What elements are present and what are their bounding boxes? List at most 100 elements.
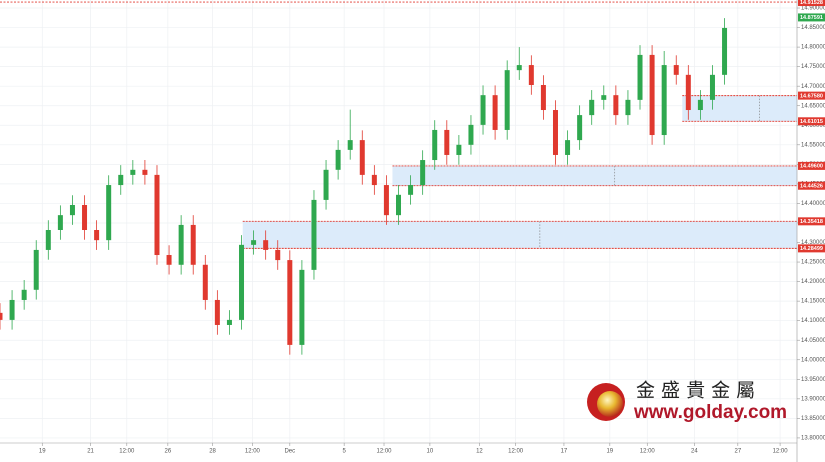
x-tick-label: 19: [39, 449, 46, 455]
y-tick-label: 14.10000: [801, 318, 825, 324]
candle-body: [697, 99, 703, 111]
x-tick-label: 12:00: [640, 449, 656, 455]
price-tag: [798, 217, 825, 226]
price-tag: [798, 0, 825, 7]
candle-body: [275, 249, 281, 261]
candle-body: [504, 70, 510, 130]
x-tick-label: 19: [606, 449, 613, 455]
candle-body: [226, 319, 232, 325]
price-tag-label: 14.35418: [800, 219, 823, 225]
x-tick-label: 12:00: [773, 449, 789, 455]
candle-body: [480, 95, 486, 125]
y-tick-label: 14.55000: [801, 142, 825, 148]
price-tag-label: 14.67580: [800, 93, 823, 99]
y-tick-label: 14.25000: [801, 260, 825, 266]
y-tick-label: 14.60000: [801, 123, 825, 129]
candle-body: [444, 129, 450, 155]
candle-body: [408, 185, 414, 195]
candle-body: [528, 65, 534, 86]
candle-body: [82, 204, 88, 231]
x-tick-label: 17: [561, 449, 568, 455]
x-tick-label: 12:00: [377, 449, 393, 455]
candle-body: [396, 194, 401, 216]
price-tag: [798, 181, 825, 190]
candle-body: [347, 140, 353, 150]
candle-body: [299, 269, 305, 345]
logo-core: [597, 391, 623, 417]
price-tags: 14.35418 14.28499 14.49600 14.44526 14.67580…: [798, 0, 825, 253]
candle-body: [190, 224, 196, 265]
candle-body: [69, 204, 75, 216]
x-tick-label: 12:00: [119, 449, 135, 455]
candle-body: [154, 174, 160, 256]
x-tick-label: 5: [342, 449, 346, 455]
y-tick-label: 14.30000: [801, 240, 825, 246]
candle-body: [251, 240, 257, 245]
y-tick-label: 13.85000: [801, 416, 825, 422]
price-tag: [798, 13, 825, 22]
price-tag: [798, 244, 825, 253]
zone: [392, 165, 797, 186]
candle-body: [601, 95, 607, 100]
candle-body: [166, 255, 172, 265]
brand-url: www.golday.com: [633, 402, 787, 423]
candle-body: [565, 140, 571, 155]
y-tick-label: 13.90000: [801, 396, 825, 402]
price-tag-label: 14.28499: [800, 246, 823, 252]
price-tag-label: 14.91528: [800, 0, 823, 6]
candle-body: [649, 54, 655, 136]
candle-body: [0, 312, 3, 320]
candle-body: [359, 140, 365, 175]
candle-body: [323, 169, 329, 200]
candle-body: [9, 299, 15, 320]
price-tag: [798, 161, 825, 170]
candle-body: [540, 85, 546, 111]
x-tick-label: 10: [427, 449, 434, 455]
candle-body: [263, 240, 269, 250]
candle-body: [722, 27, 728, 75]
candle-body: [214, 299, 220, 325]
y-tick-label: 14.65000: [801, 103, 825, 109]
x-tick-label: 12: [476, 449, 483, 455]
candle-body: [371, 174, 377, 186]
logo: 金 盛 貴 金 屬 www.golday.com: [587, 380, 787, 423]
candle-body: [456, 144, 462, 155]
candle-body: [21, 289, 27, 300]
candle-body: [661, 65, 667, 136]
candle-body: [468, 124, 474, 145]
y-tick-label: 14.40000: [801, 201, 825, 207]
candle-body: [130, 169, 136, 175]
candles: [0, 18, 728, 355]
candle-body: [178, 224, 184, 265]
candle-body: [287, 260, 293, 345]
candle-body: [432, 129, 438, 161]
y-tick-label: 14.20000: [801, 279, 825, 285]
candle-body: [516, 65, 522, 71]
candle-body: [239, 244, 245, 320]
y-tick-label: 14.05000: [801, 338, 825, 344]
candle-body: [94, 230, 100, 241]
candle-body: [311, 199, 317, 270]
y-tick-label: 14.85000: [801, 25, 825, 31]
price-tag-label: 14.87591: [800, 15, 823, 21]
zone: [242, 221, 798, 249]
x-tick-label: 21: [87, 449, 94, 455]
x-tick-label: 26: [165, 449, 172, 455]
candle-body: [673, 65, 679, 75]
brand-name: 金 盛 貴 金 屬: [636, 380, 755, 402]
candle-body: [637, 54, 643, 100]
x-tick-label: 12:00: [245, 449, 261, 455]
candle-body: [202, 264, 208, 300]
price-tag-label: 14.49600: [800, 164, 823, 170]
x-tick-label: 24: [691, 449, 698, 455]
candle-body: [625, 99, 631, 116]
price-tag-label: 14.44526: [800, 183, 823, 189]
candle-body: [106, 185, 112, 241]
x-tick-label: 27: [734, 449, 741, 455]
x-tick-label: 28: [209, 449, 216, 455]
candle-body: [552, 110, 558, 155]
y-tick-label: 14.75000: [801, 64, 825, 70]
y-tick-label: 14.70000: [801, 84, 825, 90]
